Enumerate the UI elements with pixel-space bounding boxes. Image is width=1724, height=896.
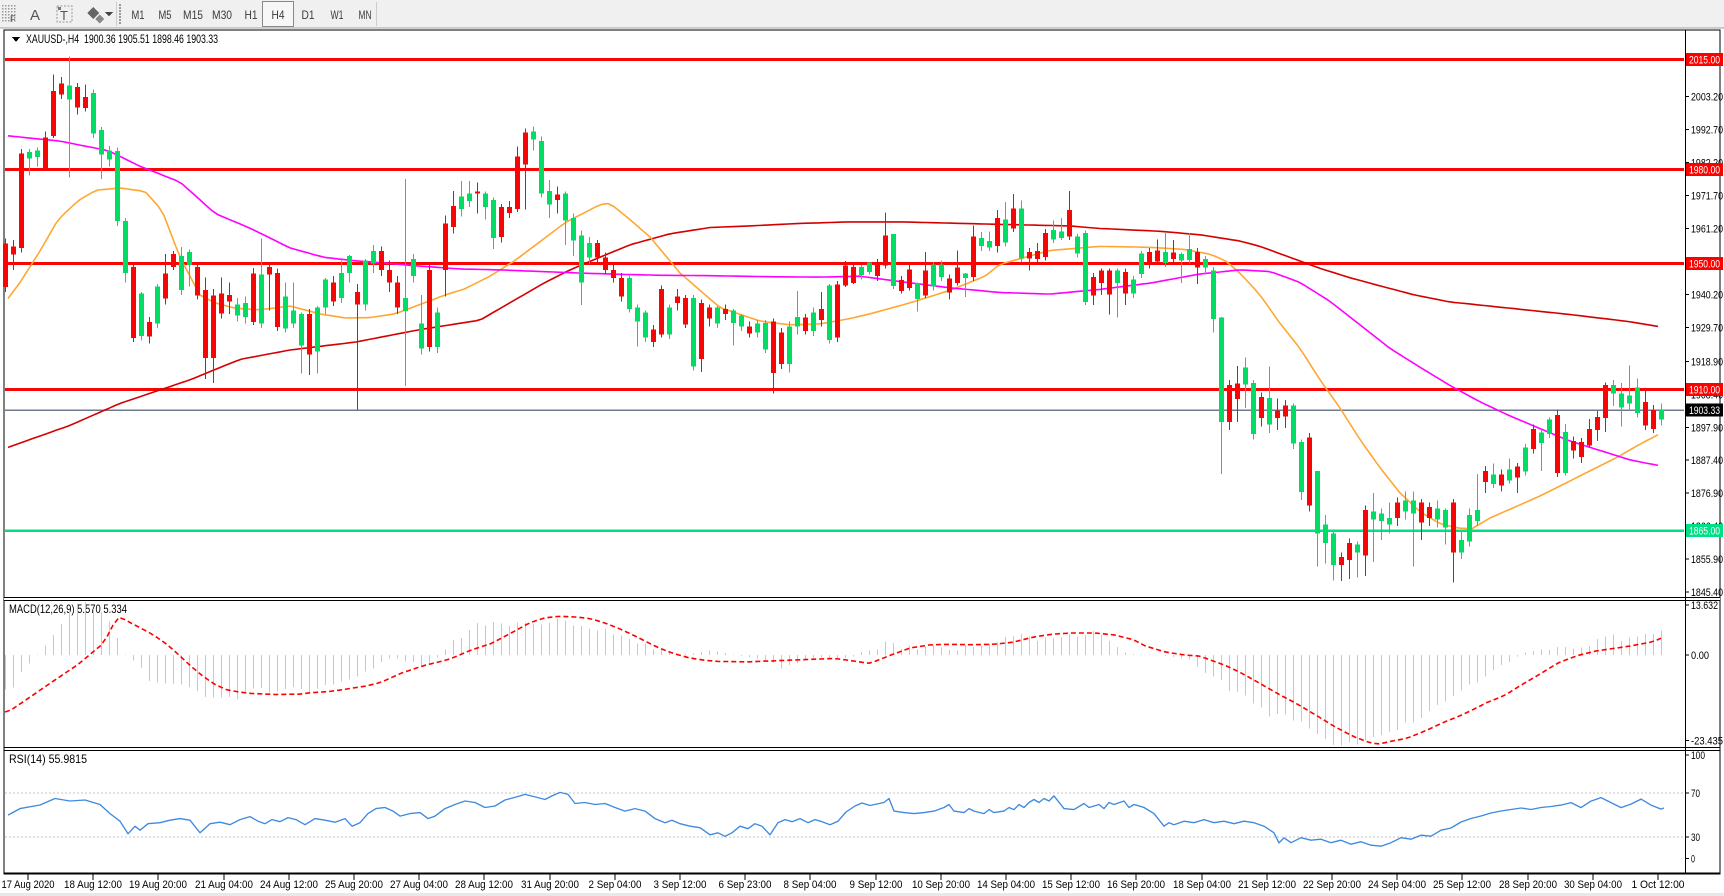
svg-text:M5: M5 <box>159 8 172 22</box>
svg-text:MACD(12,26,9) 5.570 5.334: MACD(12,26,9) 5.570 5.334 <box>9 602 127 616</box>
svg-text:25 Aug 20:00: 25 Aug 20:00 <box>325 879 383 891</box>
svg-text:1992.70: 1992.70 <box>1691 125 1723 137</box>
svg-text:28 Aug 12:00: 28 Aug 12:00 <box>455 879 513 891</box>
svg-text:17 Aug 2020: 17 Aug 2020 <box>2 879 55 891</box>
svg-text:1887.40: 1887.40 <box>1691 455 1723 467</box>
svg-text:1897.90: 1897.90 <box>1691 422 1723 434</box>
svg-text:1865.00: 1865.00 <box>1689 526 1720 538</box>
svg-text:16 Sep 20:00: 16 Sep 20:00 <box>1107 879 1165 891</box>
svg-text:W1: W1 <box>331 8 344 22</box>
svg-text:1971.70: 1971.70 <box>1691 191 1723 203</box>
svg-text:M30: M30 <box>212 8 232 22</box>
svg-text:1 Oct 12:00: 1 Oct 12:00 <box>1632 879 1685 891</box>
svg-text:27 Aug 04:00: 27 Aug 04:00 <box>390 879 448 891</box>
svg-text:30 Sep 04:00: 30 Sep 04:00 <box>1564 879 1622 891</box>
svg-text:6 Sep 23:00: 6 Sep 23:00 <box>719 879 772 891</box>
svg-text:21 Aug 04:00: 21 Aug 04:00 <box>195 879 253 891</box>
svg-text:2 Sep 04:00: 2 Sep 04:00 <box>589 879 642 891</box>
svg-text:100: 100 <box>1691 750 1705 762</box>
svg-text:1961.20: 1961.20 <box>1691 224 1723 236</box>
svg-text:21 Sep 12:00: 21 Sep 12:00 <box>1238 879 1296 891</box>
svg-text:0.00: 0.00 <box>1691 650 1709 662</box>
svg-text:13.632: 13.632 <box>1691 600 1718 612</box>
svg-text:70: 70 <box>1691 788 1700 800</box>
svg-text:MN: MN <box>359 8 372 22</box>
svg-text:1903.33: 1903.33 <box>1689 405 1720 417</box>
svg-text:1918.90: 1918.90 <box>1691 356 1723 368</box>
svg-text:3 Sep 12:00: 3 Sep 12:00 <box>654 879 707 891</box>
svg-text:H4: H4 <box>272 8 285 22</box>
svg-text:24 Sep 04:00: 24 Sep 04:00 <box>1368 879 1426 891</box>
svg-text:25 Sep 12:00: 25 Sep 12:00 <box>1433 879 1491 891</box>
svg-text:A: A <box>30 7 40 24</box>
svg-text:24 Aug 12:00: 24 Aug 12:00 <box>260 879 318 891</box>
svg-text:M1: M1 <box>132 8 145 22</box>
svg-text:2015.00: 2015.00 <box>1689 55 1720 67</box>
svg-text:14 Sep 04:00: 14 Sep 04:00 <box>977 879 1035 891</box>
svg-text:8 Sep 04:00: 8 Sep 04:00 <box>784 879 837 891</box>
svg-text:0: 0 <box>1691 854 1695 866</box>
svg-text:1980.00: 1980.00 <box>1689 164 1720 176</box>
svg-text:1876.90: 1876.90 <box>1691 488 1723 500</box>
svg-text:1950.00: 1950.00 <box>1689 259 1720 271</box>
svg-text:1940.20: 1940.20 <box>1691 289 1723 301</box>
svg-text:2003.20: 2003.20 <box>1691 92 1723 104</box>
svg-text:T: T <box>60 8 68 23</box>
svg-text:-23.435: -23.435 <box>1691 736 1723 748</box>
svg-text:1855.90: 1855.90 <box>1691 554 1723 566</box>
svg-text:18 Sep 04:00: 18 Sep 04:00 <box>1173 879 1231 891</box>
svg-text:RSI(14) 55.9815: RSI(14) 55.9815 <box>9 752 87 766</box>
svg-text:22 Sep 20:00: 22 Sep 20:00 <box>1303 879 1361 891</box>
svg-text:1845.40: 1845.40 <box>1691 587 1723 599</box>
svg-text:1929.70: 1929.70 <box>1691 322 1723 334</box>
svg-text:1910.00: 1910.00 <box>1689 384 1720 396</box>
svg-text:F: F <box>10 14 16 24</box>
svg-text:M15: M15 <box>183 8 203 22</box>
svg-text:XAUUSD-,H4 1900.36 1905.51 18: XAUUSD-,H4 1900.36 1905.51 1898.46 1903.… <box>26 32 218 46</box>
svg-text:31 Aug 20:00: 31 Aug 20:00 <box>521 879 579 891</box>
svg-text:30: 30 <box>1691 832 1700 844</box>
svg-text:18 Aug 12:00: 18 Aug 12:00 <box>64 879 122 891</box>
svg-text:19 Aug 20:00: 19 Aug 20:00 <box>129 879 187 891</box>
svg-text:10 Sep 20:00: 10 Sep 20:00 <box>912 879 970 891</box>
svg-text:D1: D1 <box>302 8 315 22</box>
svg-text:H1: H1 <box>245 8 258 22</box>
svg-text:15 Sep 12:00: 15 Sep 12:00 <box>1042 879 1100 891</box>
svg-text:9 Sep 12:00: 9 Sep 12:00 <box>850 879 903 891</box>
svg-text:28 Sep 20:00: 28 Sep 20:00 <box>1499 879 1557 891</box>
